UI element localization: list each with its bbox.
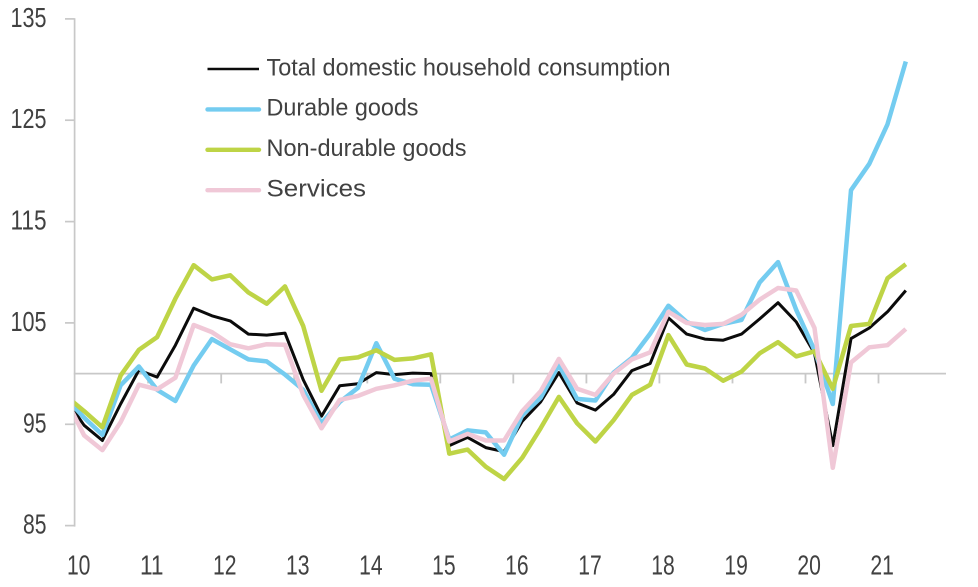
svg-text:12: 12: [213, 550, 237, 581]
svg-text:20: 20: [797, 550, 821, 581]
svg-text:15: 15: [432, 550, 456, 581]
svg-text:115: 115: [11, 205, 47, 236]
svg-text:19: 19: [724, 550, 748, 581]
svg-text:10: 10: [67, 550, 91, 581]
svg-text:17: 17: [578, 550, 602, 581]
svg-text:85: 85: [23, 509, 47, 540]
svg-text:135: 135: [11, 2, 47, 33]
svg-text:14: 14: [359, 550, 383, 581]
svg-text:18: 18: [651, 550, 675, 581]
svg-text:13: 13: [286, 550, 310, 581]
svg-text:11: 11: [140, 550, 164, 581]
svg-text:95: 95: [23, 407, 47, 438]
svg-text:21: 21: [870, 550, 894, 581]
svg-text:16: 16: [505, 550, 529, 581]
svg-text:Services: Services: [267, 176, 367, 203]
svg-text:105: 105: [11, 306, 47, 337]
svg-text:125: 125: [11, 103, 47, 134]
svg-text:Durable goods: Durable goods: [267, 95, 419, 122]
svg-text:Non-durable goods: Non-durable goods: [267, 135, 467, 162]
svg-text:Total domestic household consu: Total domestic household consumption: [267, 54, 671, 81]
